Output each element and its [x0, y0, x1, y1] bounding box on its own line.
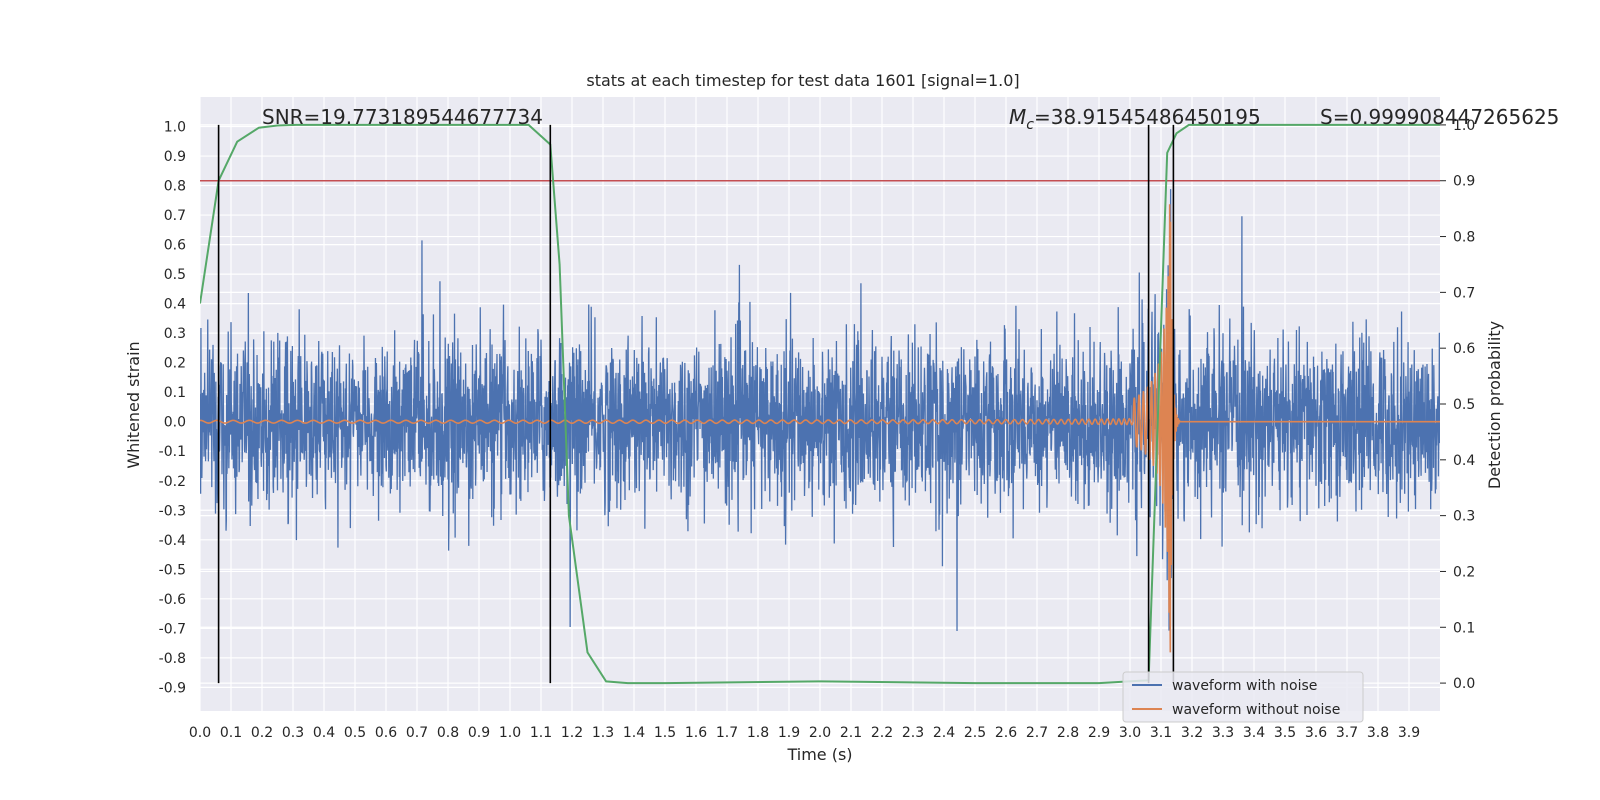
y-tick-labels: 1.0 0.9 0.8 0.7 0.6 0.5 0.4 0.3 0.2 0.1 0.0 -0.1 -0.… — [159, 120, 186, 697]
mc-subscript: c — [1026, 117, 1034, 133]
x-tick-label: 2.9 — [1088, 725, 1110, 741]
legend-box — [1122, 671, 1364, 723]
legend-noise-label: waveform with noise — [1172, 678, 1317, 694]
y2-tick-label: 0.2 — [1453, 564, 1475, 580]
y2-tick-label: 0.8 — [1453, 230, 1475, 246]
waveform-with-noise-line — [200, 189, 1440, 631]
x-tick-label: 0.7 — [406, 725, 428, 741]
x-tick-label: 3.6 — [1305, 725, 1327, 741]
x-tick-label: 1.7 — [716, 725, 738, 741]
y-tick-label: 0.4 — [164, 297, 186, 313]
x-tick-label: 1.8 — [747, 725, 769, 741]
x-tick-labels: 0.0 0.1 0.2 0.3 0.4 0.5 0.6 0.7 0.8 0.9 1.0 1.1 1.2 1… — [189, 725, 1420, 741]
y-tick-label: -0.7 — [159, 621, 186, 637]
x-tick-label: 1.1 — [530, 725, 552, 741]
x-tick-label: 3.9 — [1398, 725, 1420, 741]
x-tick-label: 1.6 — [685, 725, 707, 741]
x-tick-label: 3.0 — [1119, 725, 1141, 741]
y-tick-label: 0.8 — [164, 179, 186, 195]
x-tick-label: 1.0 — [499, 725, 521, 741]
x-tick-label: 3.5 — [1274, 725, 1296, 741]
y2-tick-label: 1.0 — [1453, 118, 1475, 134]
y-grid — [200, 125, 1440, 688]
x-tick-label: 0.8 — [437, 725, 459, 741]
y-tick-label: -0.5 — [159, 562, 186, 578]
x-tick-label: 1.3 — [592, 725, 614, 741]
x-tick-label: 2.1 — [840, 725, 862, 741]
y-tick-label: 0.2 — [164, 356, 186, 372]
x-tick-label: 0.3 — [282, 725, 304, 741]
mc-symbol: M — [1009, 105, 1026, 129]
x-tick-label: 3.7 — [1336, 725, 1358, 741]
x-tick-label: 2.8 — [1057, 725, 1079, 741]
x-tick-label: 2.2 — [871, 725, 893, 741]
y-tick-label: 0.6 — [164, 238, 186, 254]
y2-tick-label: 0.3 — [1453, 509, 1475, 525]
y-tick-label: 0.9 — [164, 149, 186, 165]
x-tick-label: 3.1 — [1150, 725, 1172, 741]
y2-tick-label: 0.0 — [1453, 676, 1475, 692]
y-tick-label: -0.1 — [159, 444, 186, 460]
x-tick-label: 3.8 — [1367, 725, 1389, 741]
y-tick-label: 0.1 — [164, 385, 186, 401]
x-tick-label: 2.4 — [933, 725, 955, 741]
vertical-markers — [217, 124, 1175, 684]
x-tick-label: 2.5 — [964, 725, 986, 741]
y2-tick-labels: 1.0 0.9 0.8 0.7 0.6 0.5 0.4 0.3 0.2 0.1 0.0 — [1453, 118, 1475, 692]
y-tick-label: -0.2 — [159, 474, 186, 490]
x-tick-label: 3.4 — [1243, 725, 1265, 741]
x-axis-label: Time (s) — [786, 745, 852, 764]
x-tick-label: 0.4 — [313, 725, 335, 741]
x-tick-label: 2.6 — [995, 725, 1017, 741]
x-tick-label: 0.0 — [189, 725, 211, 741]
x-tick-label: 3.2 — [1181, 725, 1203, 741]
y-axis-label: Whitened strain — [124, 341, 143, 468]
x-tick-label: 2.3 — [902, 725, 924, 741]
x-tick-label: 0.6 — [375, 725, 397, 741]
x-tick-label: 0.1 — [220, 725, 242, 741]
y2-tick-label: 0.6 — [1453, 341, 1475, 357]
legend: waveform with noise waveform without noi… — [1122, 671, 1364, 723]
chart-title: stats at each timestep for test data 160… — [586, 71, 1019, 90]
s-annotation: S=0.999908447265625 — [1320, 105, 1559, 129]
x-tick-label: 1.2 — [561, 725, 583, 741]
y-tick-label: -0.8 — [159, 651, 186, 667]
x-tick-label: 1.4 — [623, 725, 645, 741]
y-tick-label: 0.0 — [164, 415, 186, 431]
x-tick-label: 2.7 — [1026, 725, 1048, 741]
x-tick-label: 2.0 — [809, 725, 831, 741]
y-tick-label: -0.4 — [159, 533, 186, 549]
y-tick-label: -0.6 — [159, 592, 186, 608]
x-tick-label: 0.2 — [251, 725, 273, 741]
y-tick-label: 1.0 — [164, 120, 186, 136]
mc-annotation: Mc=38.91545486450195 — [1009, 105, 1261, 133]
snr-annotation: SNR=19.773189544677734 — [262, 105, 543, 129]
x-tick-label: 3.3 — [1212, 725, 1234, 741]
y-tick-label: 0.3 — [164, 326, 186, 342]
x-tick-label: 0.9 — [468, 725, 490, 741]
waveform-without-noise-line — [200, 204, 1440, 653]
y-tick-label: 0.5 — [164, 267, 186, 283]
x-tick-label: 0.5 — [344, 725, 366, 741]
y-tick-label: -0.3 — [159, 503, 186, 519]
x-tick-label: 1.5 — [654, 725, 676, 741]
y2-tick-label: 0.5 — [1453, 397, 1475, 413]
y2-tick-label: 0.9 — [1453, 174, 1475, 190]
y2-axis-label: Detection probability — [1485, 321, 1504, 489]
y2-tick-label: 0.4 — [1453, 453, 1475, 469]
y-tick-label: 0.7 — [164, 208, 186, 224]
mc-value: =38.91545486450195 — [1034, 105, 1261, 129]
legend-clean-label: waveform without noise — [1172, 702, 1340, 718]
x-tick-label: 1.9 — [778, 725, 800, 741]
y2-tick-label: 0.1 — [1453, 620, 1475, 636]
y2-tick-label: 0.7 — [1453, 285, 1475, 301]
y-tick-label: -0.9 — [159, 680, 186, 696]
